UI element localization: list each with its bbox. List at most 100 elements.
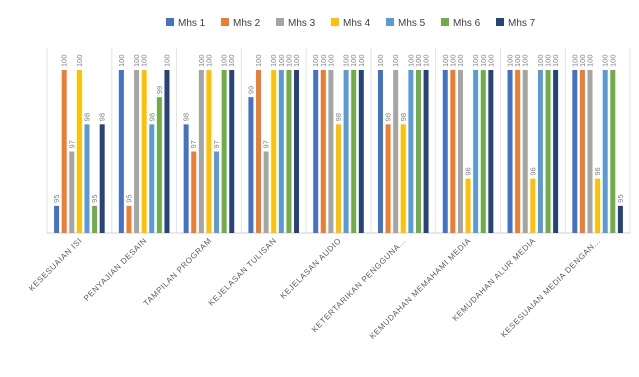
- data-label: 98: [384, 113, 393, 121]
- data-label: 100: [456, 54, 465, 67]
- data-label: 100: [269, 54, 278, 67]
- legend-swatch-mhs-6: [441, 18, 449, 26]
- data-label: 95: [616, 194, 625, 202]
- category-label: KEJELASAN TULISAN: [207, 236, 279, 308]
- bar-mhs-6-kesesuaian-media-dengan: [610, 70, 616, 233]
- legend-swatch-mhs-3: [276, 18, 284, 26]
- data-label: 100: [586, 54, 595, 67]
- bar-mhs-2-tampilan-program: [191, 151, 197, 233]
- data-label: 100: [204, 54, 213, 67]
- data-label: 98: [399, 113, 408, 121]
- data-label: 100: [284, 54, 293, 67]
- data-label: 100: [486, 54, 495, 67]
- bar-mhs-1-tampilan-program: [183, 124, 189, 233]
- bar-mhs-2-kesesuaian-media-dengan: [579, 70, 585, 233]
- legend-label-mhs-2: Mhs 2: [233, 18, 261, 29]
- bar-mhs-1-kejelasan-tulisan: [248, 97, 254, 234]
- data-label: 97: [212, 140, 221, 148]
- bar-mhs-6-kemudahan-alur-media: [545, 70, 551, 233]
- data-label: 100: [162, 54, 171, 67]
- legend-swatch-mhs-7: [496, 18, 504, 26]
- category-label: TAMPILAN PROGRAM: [142, 236, 214, 308]
- data-label: 100: [544, 54, 553, 67]
- data-label: 100: [422, 54, 431, 67]
- bar-mhs-2-ketertarikan-pengguna: [385, 124, 391, 233]
- legend-swatch-mhs-5: [386, 18, 394, 26]
- data-label: 100: [357, 54, 366, 67]
- bar-mhs-3-tampilan-program: [198, 70, 204, 233]
- data-label: 100: [75, 54, 84, 67]
- data-label: 100: [536, 54, 545, 67]
- bar-mhs-3-penyajian-desain: [134, 70, 140, 233]
- bar-mhs-4-ketertarikan-pengguna: [400, 124, 406, 233]
- bar-mhs-2-kejelasan-tulisan: [256, 70, 262, 233]
- data-label: 100: [326, 54, 335, 67]
- bar-mhs-4-penyajian-desain: [141, 70, 147, 233]
- bar-mhs-7-penyajian-desain: [164, 70, 170, 233]
- bar-mhs-3-kesesuaian-media-dengan: [587, 70, 593, 233]
- category-label: KEJELASAN AUDIO: [279, 236, 344, 301]
- data-label: 100: [277, 54, 286, 67]
- bar-mhs-6-penyajian-desain: [156, 97, 162, 234]
- data-label: 100: [506, 54, 515, 67]
- bar-mhs-7-ketertarikan-pengguna: [423, 70, 429, 233]
- data-label: 100: [132, 54, 141, 67]
- data-label: 100: [220, 54, 229, 67]
- data-label: 98: [82, 113, 91, 121]
- legend-label-mhs-7: Mhs 7: [508, 18, 536, 29]
- data-label: 96: [593, 167, 602, 175]
- legend-label-mhs-5: Mhs 5: [398, 18, 426, 29]
- bar-mhs-6-kejelasan-tulisan: [286, 70, 292, 233]
- bar-mhs-4-kemudahan-alur-media: [530, 178, 536, 233]
- bar-mhs-4-kemudahan-memahami-media: [465, 178, 471, 233]
- bar-mhs-7-kejelasan-tulisan: [294, 70, 300, 233]
- bar-mhs-4-kesesuaian-media-dengan: [595, 178, 601, 233]
- data-label: 100: [117, 54, 126, 67]
- legend-label-mhs-3: Mhs 3: [288, 18, 316, 29]
- data-label: 99: [246, 86, 255, 94]
- data-label: 96: [528, 167, 537, 175]
- bar-mhs-3-ketertarikan-pengguna: [393, 70, 399, 233]
- data-label: 100: [319, 54, 328, 67]
- bar-mhs-4-tampilan-program: [206, 70, 212, 233]
- data-label: 100: [479, 54, 488, 67]
- bar-mhs-1-kesesuaian-media-dengan: [572, 70, 578, 233]
- data-label: 97: [67, 140, 76, 148]
- bar-mhs-1-penyajian-desain: [118, 70, 124, 233]
- data-label: 98: [98, 113, 107, 121]
- bar-mhs-1-kemudahan-memahami-media: [442, 70, 448, 233]
- bar-mhs-6-kemudahan-memahami-media: [480, 70, 486, 233]
- bar-mhs-2-kemudahan-alur-media: [515, 70, 521, 233]
- bar-mhs-6-kejelasan-audio: [351, 70, 357, 233]
- data-label: 100: [197, 54, 206, 67]
- legend-label-mhs-4: Mhs 4: [343, 18, 371, 29]
- bar-mhs-2-penyajian-desain: [126, 205, 132, 233]
- data-label: 96: [464, 167, 473, 175]
- category-label: KEMUDAHAN MEMAHAMI MEDIA: [368, 236, 473, 341]
- data-label: 97: [189, 140, 198, 148]
- bar-mhs-7-tampilan-program: [229, 70, 235, 233]
- bar-mhs-2-kesesuaian-isi: [61, 70, 67, 233]
- data-label: 100: [471, 54, 480, 67]
- data-label: 100: [292, 54, 301, 67]
- bar-mhs-5-kemudahan-alur-media: [537, 70, 543, 233]
- data-label: 100: [254, 54, 263, 67]
- data-label: 100: [578, 54, 587, 67]
- legend-swatch-mhs-2: [221, 18, 229, 26]
- data-label: 100: [342, 54, 351, 67]
- bar-mhs-1-kemudahan-alur-media: [507, 70, 513, 233]
- data-label: 100: [521, 54, 530, 67]
- bar-mhs-2-kejelasan-audio: [320, 70, 326, 233]
- bar-mhs-5-tampilan-program: [214, 151, 220, 233]
- data-label: 100: [406, 54, 415, 67]
- data-label: 100: [601, 54, 610, 67]
- bar-mhs-1-kesesuaian-isi: [54, 205, 60, 233]
- bar-mhs-1-kejelasan-audio: [313, 70, 319, 233]
- data-label: 100: [140, 54, 149, 67]
- data-label: 100: [448, 54, 457, 67]
- bar-mhs-6-tampilan-program: [221, 70, 227, 233]
- bar-mhs-5-kejelasan-tulisan: [278, 70, 284, 233]
- bar-mhs-3-kesesuaian-isi: [69, 151, 75, 233]
